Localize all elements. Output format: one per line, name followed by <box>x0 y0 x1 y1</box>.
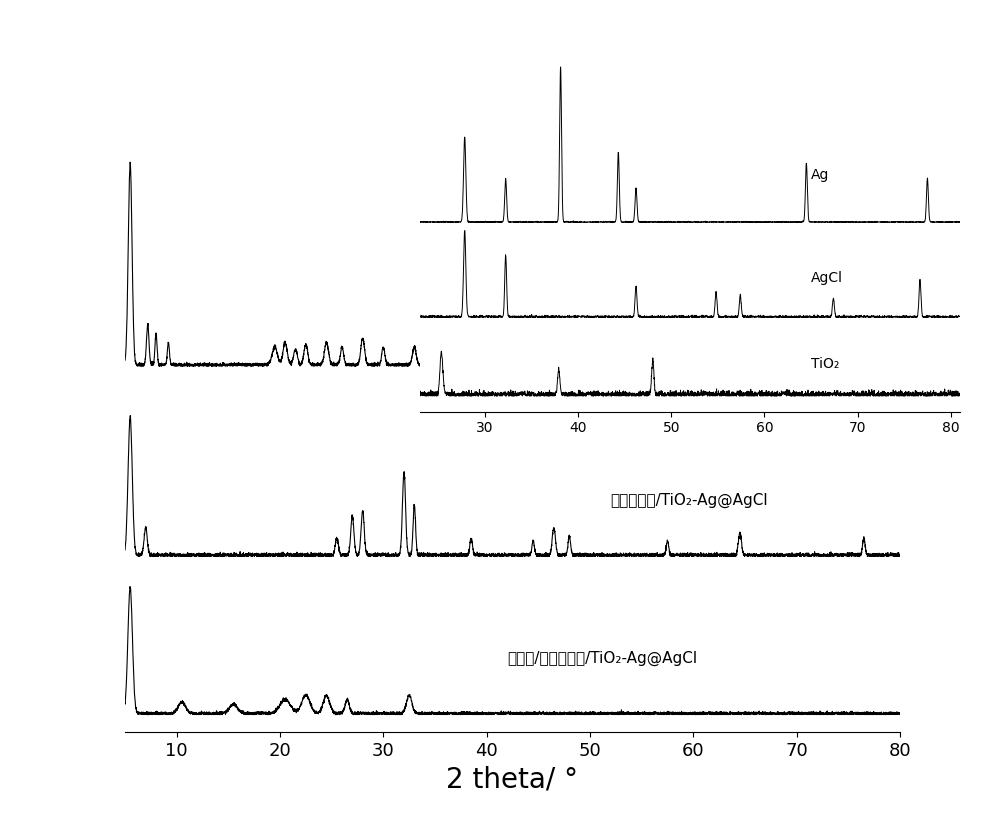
Text: 有机累托石/TiO₂-Ag@AgCl: 有机累托石/TiO₂-Ag@AgCl <box>611 492 768 508</box>
Text: TiO₂: TiO₂ <box>811 357 839 371</box>
Text: 壳耲糖/有机累托石/TiO₂-Ag@AgCl: 壳耲糖/有机累托石/TiO₂-Ag@AgCl <box>507 651 697 666</box>
X-axis label: 2 theta/ °: 2 theta/ ° <box>446 765 578 793</box>
Text: AgCl: AgCl <box>811 272 843 286</box>
Text: 有机累托石: 有机累托石 <box>714 309 760 323</box>
Text: Ag: Ag <box>811 168 829 182</box>
